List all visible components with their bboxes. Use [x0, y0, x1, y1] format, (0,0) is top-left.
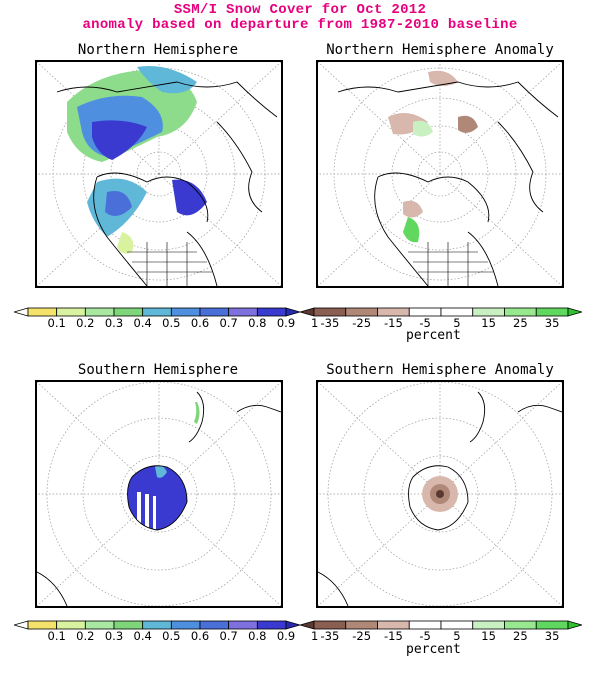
- sh-cover-colorbar-tick-label: 0.5: [162, 629, 181, 643]
- sh-anomaly-colorbar-segment: [504, 620, 537, 630]
- sh-anomaly-colorbar-tick-label: -5: [419, 629, 431, 643]
- sh-anomaly-colorbar-labels: -35 -25 -15 -5 5 15 25 35: [300, 629, 582, 645]
- sh-anomaly-colorbar-tick-label: 35: [544, 629, 560, 643]
- nh-cover-colorbar-end-low: [14, 307, 29, 317]
- sh-cover-colorbar-tick-label: 0.3: [104, 629, 124, 643]
- sh-cover-colorbar-segment: [56, 620, 86, 630]
- sh-cover-colorbar-tick-label: 0.9: [276, 629, 296, 643]
- nh-anomaly-colorbar-segment: [504, 307, 537, 317]
- nh-anomaly-colorbar-tick-label: 5: [453, 316, 461, 330]
- sh-panel-title: Southern Hemisphere: [77, 362, 239, 378]
- nh-cover-colorbar-segment: [142, 307, 172, 317]
- nh-anomaly-colorbar-tick-label: 25: [513, 316, 528, 330]
- sh-cover-colorbar-segment: [170, 620, 201, 630]
- nh-anomaly-colorbar-segment: [472, 307, 505, 317]
- title-line-1: SSM/I Snow Cover for Oct 2012: [173, 2, 427, 18]
- sh-snow-cover-map: [35, 380, 283, 608]
- sh-anomaly-colorbar-segment: [472, 620, 505, 630]
- nh-anomaly-panel-title: Northern Hemisphere Anomaly: [326, 42, 554, 58]
- sh-anomaly-colorbar-tick-label: 15: [481, 629, 496, 643]
- sh-cover-colorbar-segment: [199, 620, 230, 630]
- nh-cover-colorbar-tick-label: 0.4: [133, 316, 152, 330]
- sh-cover-colorbar-segment: [27, 620, 58, 630]
- sh-cover-colorbar-segment: [113, 620, 144, 630]
- nh-cover-colorbar-segment: [228, 307, 258, 317]
- nh-anomaly-colorbar-end-low: [300, 307, 315, 317]
- nh-anomaly-colorbar-labels: -35 -25 -15 -5 5 15 25 35: [300, 316, 582, 332]
- nh-anomaly-colorbar-tick-label: -15: [383, 316, 403, 330]
- sh-anomaly-colorbar-segment: [377, 620, 410, 630]
- sh-cover-colorbar-tick-label: 1: [310, 629, 319, 643]
- sh-anomaly-colorbar-tick-label: 25: [513, 629, 528, 643]
- nh-cover-colorbar-labels: 0.1 0.2 0.3 0.4 0.5 0.6 0.7 0.8 0.9 1: [14, 316, 319, 332]
- title-line-2: anomaly based on departure from 1987-201…: [82, 17, 518, 33]
- nh-cover-colorbar-segment: [56, 307, 86, 317]
- sh-cover-colorbar-tick-label: 0.6: [190, 629, 210, 643]
- nh-anomaly-colorbar-segment: [345, 307, 378, 317]
- nh-cover-colorbar-segment: [113, 307, 144, 317]
- sh-anomaly-colorbar-segment: [535, 620, 569, 630]
- sh-anomaly-colorbar-tick-label: -15: [383, 629, 403, 643]
- nh-anomaly-colorbar-tick-label: 35: [544, 316, 560, 330]
- nh-cover-colorbar-end-high: [285, 307, 300, 317]
- sh-anomaly-map: [316, 380, 564, 608]
- sh-anomaly-colorbar-tick-label: -25: [352, 629, 372, 643]
- sh-anomaly-colorbar-end-low: [300, 620, 315, 630]
- nh-anomaly-unit: percent: [406, 328, 461, 343]
- sh-anomaly-colorbar-segment: [345, 620, 378, 630]
- sh-anomaly-colorbar-end-high: [567, 620, 582, 630]
- nh-anomaly-colorbar-segment: [377, 307, 410, 317]
- sh-anomaly-colorbar-segment: [313, 620, 347, 630]
- nh-cover-colorbar: [14, 307, 300, 317]
- nh-cover-colorbar-tick-label: 0.9: [276, 316, 296, 330]
- nh-anomaly-colorbar-tick-label: -5: [419, 316, 431, 330]
- nh-cover-colorbar-segment: [84, 307, 115, 317]
- nh-cover-colorbar-tick-label: 0.8: [248, 316, 267, 330]
- sh-cover-colorbar-tick-label: 0.1: [47, 629, 66, 643]
- sh-anomaly-unit: percent: [406, 642, 461, 657]
- nh-cover-colorbar-segment: [170, 307, 201, 317]
- sh-cover-colorbar-tick-label: 0.4: [133, 629, 152, 643]
- nh-cover-colorbar-tick-label: 1: [310, 316, 319, 330]
- nh-cover-colorbar-tick-label: 0.1: [47, 316, 66, 330]
- nh-anomaly-colorbar-tick-label: -25: [352, 316, 372, 330]
- nh-cover-colorbar-tick-label: 0.3: [104, 316, 124, 330]
- sh-anomaly-panel-title: Southern Hemisphere Anomaly: [326, 362, 554, 378]
- sh-cover-colorbar-tick-label: 0.7: [219, 629, 238, 643]
- nh-anomaly-colorbar: [300, 307, 582, 317]
- sh-cover-colorbar-labels: 0.1 0.2 0.3 0.4 0.5 0.6 0.7 0.8 0.9 1: [14, 629, 319, 645]
- sh-anomaly-colorbar: [300, 620, 582, 630]
- nh-cover-colorbar-tick-label: 0.5: [162, 316, 181, 330]
- sh-cover-colorbar-tick-label: 0.2: [76, 629, 95, 643]
- nh-cover-colorbar-tick-label: 0.7: [219, 316, 238, 330]
- nh-cover-colorbar-segment: [256, 307, 287, 317]
- nh-snow-cover-map: [35, 60, 283, 288]
- nh-cover-colorbar-tick-label: 0.2: [76, 316, 95, 330]
- sh-anomaly-colorbar-tick-label: -35: [320, 629, 340, 643]
- sh-cover-colorbar: [14, 620, 300, 630]
- nh-anomaly-colorbar-segment: [313, 307, 347, 317]
- nh-anomaly-colorbar-end-high: [567, 307, 582, 317]
- sh-cover-colorbar-segment: [84, 620, 115, 630]
- sh-anomaly-colorbar-segment: [408, 620, 442, 630]
- sh-cover-colorbar-tick-label: 0.8: [248, 629, 267, 643]
- sh-cover-colorbar-segment: [256, 620, 287, 630]
- sh-anomaly-colorbar-tick-label: 5: [453, 629, 461, 643]
- nh-anomaly-colorbar-tick-label: -35: [320, 316, 340, 330]
- nh-panel-title: Northern Hemisphere: [77, 42, 239, 58]
- sh-cover-colorbar-segment: [228, 620, 258, 630]
- nh-cover-colorbar-segment: [199, 307, 230, 317]
- nh-anomaly-colorbar-segment: [535, 307, 569, 317]
- nh-anomaly-colorbar-segment: [408, 307, 442, 317]
- sh-cover-colorbar-end-high: [285, 620, 300, 630]
- nh-anomaly-colorbar-segment: [440, 307, 474, 317]
- nh-anomaly-map: [316, 60, 564, 288]
- sh-cover-colorbar-end-low: [14, 620, 29, 630]
- nh-cover-colorbar-tick-label: 0.6: [190, 316, 210, 330]
- nh-cover-colorbar-segment: [27, 307, 58, 317]
- nh-anomaly-colorbar-tick-label: 15: [481, 316, 496, 330]
- sh-cover-colorbar-segment: [142, 620, 172, 630]
- sh-anomaly-colorbar-segment: [440, 620, 474, 630]
